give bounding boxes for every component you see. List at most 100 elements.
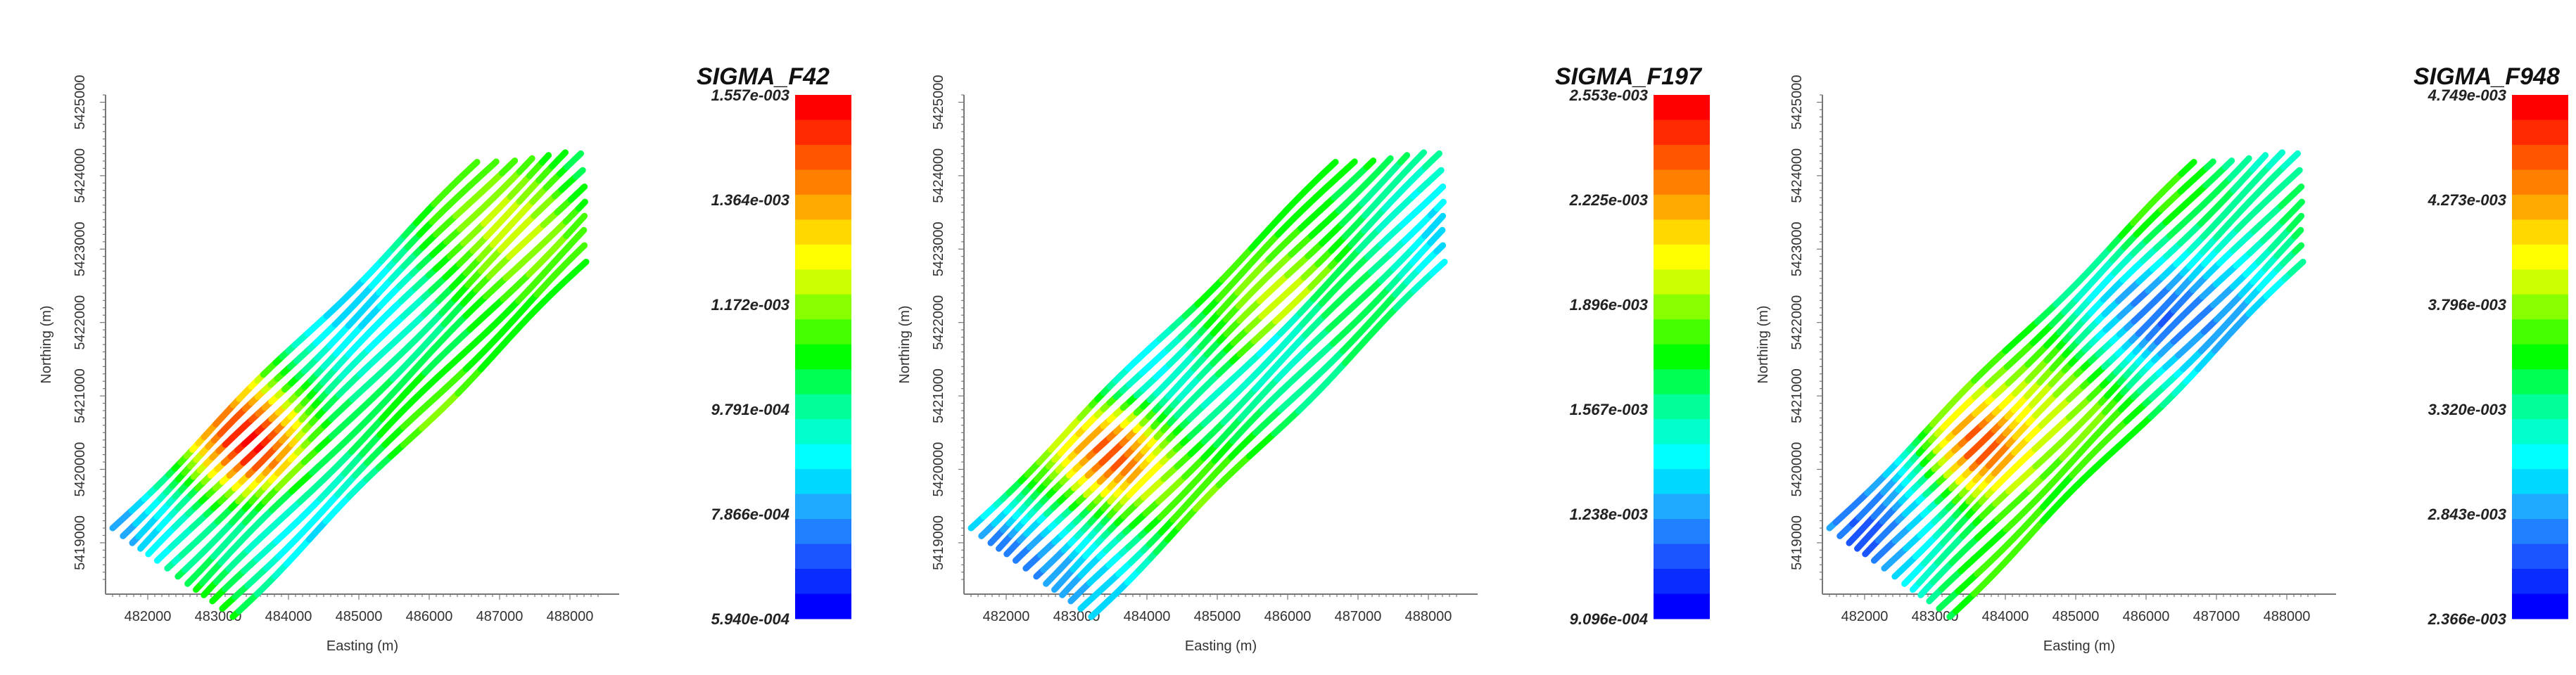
- x-axis-label: Easting (m): [1185, 638, 1257, 654]
- colorbar-tick-label: 2.225e-003: [1569, 191, 1648, 209]
- y-tick-label: 5425000: [72, 75, 88, 130]
- colorbar-tick-label: 2.366e-003: [2428, 610, 2506, 628]
- flight-line-segment: [539, 152, 552, 166]
- colorbar-band: [2512, 169, 2568, 195]
- colorbar-band: [795, 519, 851, 545]
- x-tick-label: 484000: [1982, 609, 2029, 624]
- flight-line-segment: [467, 158, 481, 172]
- flight-line-segment: [572, 167, 586, 180]
- colorbar-band: [1654, 244, 1710, 270]
- flight-line-segment: [570, 150, 585, 164]
- y-axis-label: Northing (m): [1756, 305, 1771, 383]
- colorbar-band: [1654, 419, 1710, 445]
- flight-lines: [109, 149, 590, 620]
- y-tick-label: 5421000: [72, 368, 88, 423]
- y-tick-label: 5423000: [1789, 221, 1805, 276]
- y-axis-label: Northing (m): [897, 305, 913, 383]
- colorbar-title: SIGMA_F948: [2413, 63, 2560, 90]
- flight-line-segment: [2289, 167, 2303, 180]
- colorbar-title: SIGMA_F197: [1555, 63, 1703, 90]
- chart-svg-1: 482000 483000 484000 485000 486000 487000 4880…: [39, 63, 851, 654]
- colorbar-tick-label: 1.364e-003: [711, 191, 789, 209]
- x-tick-label: 486000: [2123, 609, 2170, 624]
- y-tick-label: 5424000: [72, 148, 88, 203]
- axes: 482000 483000 484000 485000 486000 487000 4880…: [1789, 75, 2336, 624]
- colorbar-tick-label: 1.238e-003: [1570, 506, 1648, 523]
- colorbar-band: [1654, 544, 1710, 570]
- colorbar-band: [1654, 95, 1710, 120]
- colorbar-band: [1654, 469, 1710, 495]
- chart-panel-3: 482000 483000 484000 485000 486000 487000 4880…: [1717, 0, 2576, 671]
- flight-lines: [1826, 149, 2307, 620]
- colorbar-band: [2512, 444, 2568, 470]
- colorbar-band: [795, 593, 851, 619]
- y-tick-label: 5422000: [1789, 295, 1805, 350]
- flight-line-segment: [522, 155, 535, 169]
- flight-line-segment: [555, 149, 569, 163]
- colorbar-band: [1654, 569, 1710, 595]
- y-tick-label: 5420000: [72, 442, 88, 497]
- colorbar-band: [1654, 369, 1710, 395]
- flight-line-segment: [2293, 258, 2307, 271]
- x-tick-label: 483000: [195, 609, 242, 624]
- x-tick-label: 485000: [336, 609, 383, 624]
- y-tick-label: 5424000: [1789, 148, 1805, 203]
- y-tick-label: 5419000: [1789, 515, 1805, 570]
- colorbar-band: [795, 469, 851, 495]
- flight-line-segment: [505, 158, 519, 171]
- colorbar-band: [795, 95, 851, 120]
- y-tick-label: 5419000: [931, 515, 946, 570]
- colorbar-band: [2512, 593, 2568, 619]
- colorbar-band: [1654, 120, 1710, 146]
- colorbar-band: [2512, 219, 2568, 245]
- flight-line-segment: [1430, 167, 1445, 180]
- chart-panel-1: 482000 483000 484000 485000 486000 487000 4880…: [0, 0, 858, 671]
- colorbar-band: [2512, 144, 2568, 170]
- colorbar-tick-label: 1.172e-003: [711, 296, 789, 314]
- colorbar-band: [1654, 444, 1710, 470]
- y-tick-label: 5419000: [72, 515, 88, 570]
- flight-line-segment: [1397, 152, 1411, 166]
- x-tick-label: 485000: [1194, 609, 1241, 624]
- colorbar-band: [795, 244, 851, 270]
- colorbar-band: [795, 494, 851, 520]
- colorbar-tick-label: 1.896e-003: [1570, 296, 1648, 314]
- y-tick-label: 5424000: [931, 148, 946, 203]
- colorbar-band: [795, 444, 851, 470]
- flight-line-segment: [2291, 183, 2305, 197]
- flight-line-segment: [1345, 158, 1358, 171]
- flight-lines: [967, 149, 1448, 620]
- y-tick-label: 5425000: [931, 75, 946, 130]
- y-axis-label: Northing (m): [39, 305, 54, 383]
- flight-line-segment: [2291, 226, 2304, 240]
- colorbar-tick-label: 1.567e-003: [1570, 401, 1648, 418]
- flight-line-segment: [2221, 158, 2235, 171]
- x-tick-label: 482000: [983, 609, 1030, 624]
- flight-line-segment: [1381, 155, 1394, 169]
- axes: 482000 483000 484000 485000 486000 487000 4880…: [72, 75, 619, 624]
- colorbar-band: [1654, 394, 1710, 420]
- colorbar-tick-label: 4.273e-003: [2428, 191, 2506, 209]
- flight-line-segment: [574, 183, 588, 197]
- colorbar-tick-label: 2.553e-003: [1569, 86, 1648, 104]
- colorbar-band: [795, 419, 851, 445]
- chart-svg-3: 482000 483000 484000 485000 486000 487000 4880…: [1756, 63, 2568, 654]
- x-tick-label: 485000: [2052, 609, 2100, 624]
- y-tick-label: 5423000: [72, 221, 88, 276]
- x-tick-label: 483000: [1912, 609, 1959, 624]
- x-tick-label: 484000: [265, 609, 312, 624]
- colorbar-band: [795, 369, 851, 395]
- colorbar-band: [795, 169, 851, 195]
- colorbar-band: [2512, 544, 2568, 570]
- colorbar-band: [2512, 569, 2568, 595]
- colorbar-tick-label: 9.791e-004: [711, 401, 789, 418]
- colorbar-band: [795, 269, 851, 295]
- colorbar-tick-label: 1.557e-003: [711, 86, 789, 104]
- colorbar-title: SIGMA_F42: [697, 63, 830, 90]
- colorbar-band: [1654, 344, 1710, 370]
- x-tick-label: 482000: [1841, 609, 1889, 624]
- x-tick-label: 482000: [125, 609, 172, 624]
- colorbar-tick-label: 7.866e-004: [711, 506, 789, 523]
- colorbar-tick-label: 2.843e-003: [2428, 506, 2506, 523]
